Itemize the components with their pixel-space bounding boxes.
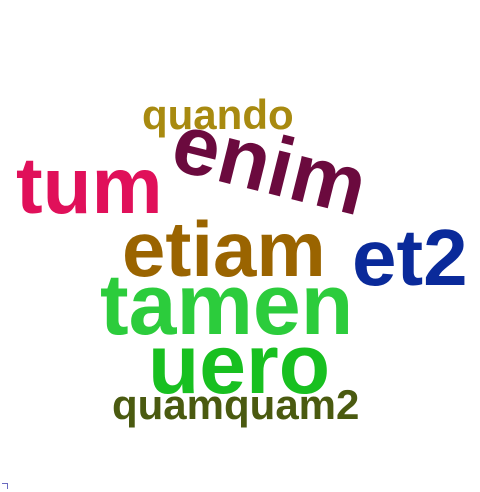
word-tum: tum: [16, 141, 163, 230]
word-quando: quando: [142, 91, 294, 138]
word-quamquam2: quamquam2: [112, 381, 360, 428]
word-uero: uero: [148, 317, 331, 411]
word-tamen: tamen: [100, 257, 354, 353]
corner-mark-icon: [2, 483, 8, 489]
word-etiam: etiam: [122, 205, 326, 293]
word-et2: et2: [352, 213, 468, 302]
